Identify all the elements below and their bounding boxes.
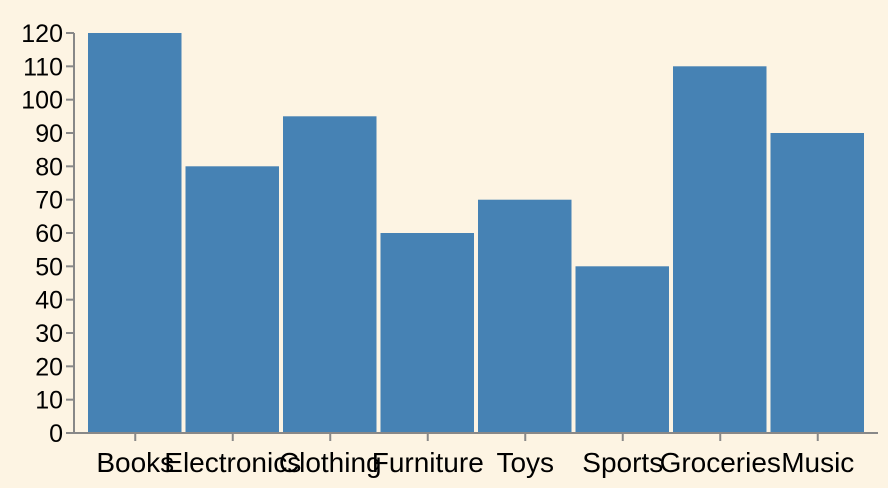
y-tick-label-120: 120 (21, 20, 63, 48)
y-tick-label-0: 0 (49, 420, 63, 448)
y-tick-label-40: 40 (35, 287, 63, 315)
y-tick-label-110: 110 (23, 53, 63, 81)
y-tick-label-100: 100 (21, 87, 63, 115)
bars-layer (88, 33, 864, 434)
bar-electronics (185, 166, 279, 434)
x-tick-label-electronics: Electronics (164, 447, 301, 478)
y-tick-label-30: 30 (35, 320, 63, 348)
bar-clothing (283, 116, 377, 434)
x-tick-label-clothing: Clothing (279, 447, 382, 478)
y-tick-label-50: 50 (35, 253, 63, 281)
x-tick-label-groceries: Groceries (660, 447, 781, 478)
y-tick-label-60: 60 (35, 220, 63, 248)
y-tick-label-80: 80 (35, 153, 63, 181)
x-tick-label-furniture: Furniture (372, 447, 484, 478)
y-tick-label-10: 10 (35, 387, 63, 415)
bar-sports (575, 266, 669, 433)
bar-groceries (673, 66, 767, 434)
bar-toys (478, 199, 572, 433)
bar-music (770, 133, 864, 433)
x-tick-label-books: Books (96, 447, 174, 478)
bar-books (88, 33, 182, 433)
x-tick-label-toys: Toys (496, 447, 554, 478)
y-tick-label-90: 90 (35, 120, 63, 148)
x-tick-label-sports: Sports (582, 447, 663, 478)
y-axis: 0 10 20 30 40 50 60 70 80 90 100 110 120 (21, 20, 75, 448)
bar-furniture (380, 233, 474, 433)
x-tick-label-music: Music (781, 447, 854, 478)
y-tick-label-70: 70 (35, 187, 63, 215)
y-tick-label-20: 20 (35, 353, 63, 381)
